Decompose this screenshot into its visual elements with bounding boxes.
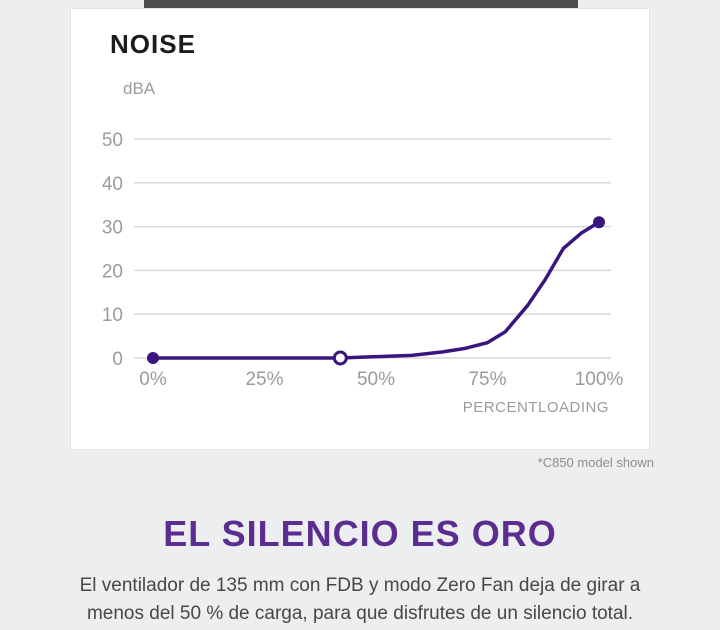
noise-chart-card: NOISE dBA 0 10 20 30 40 50 0% 25% 50% 75% 100% PER… xyxy=(70,8,650,450)
y-tick-label: 10 xyxy=(102,305,123,326)
y-tick-label: 40 xyxy=(102,174,123,195)
x-tick-label: 75% xyxy=(468,369,506,390)
model-caption: *C850 model shown xyxy=(537,455,654,470)
filled-marker xyxy=(147,352,159,364)
noise-line-chart: 0 10 20 30 40 50 0% 25% 50% 75% 100% xyxy=(102,130,624,390)
y-axis-label: dBA xyxy=(123,79,156,98)
description-line-1: El ventilador de 135 mm con FDB y modo Z… xyxy=(79,575,641,596)
description-line-2: menos del 50 % de carga, para que disfru… xyxy=(86,603,634,624)
x-tick-label: 50% xyxy=(357,369,395,390)
page-title: EL SILENCIO ES ORO xyxy=(163,513,557,554)
x-tick-label: 100% xyxy=(575,369,624,390)
description-text: El ventilador de 135 mm con FDB y modo Z… xyxy=(0,572,720,628)
filled-marker xyxy=(593,216,605,229)
open-marker xyxy=(332,350,348,366)
top-crop-strip xyxy=(144,0,578,8)
noise-line xyxy=(151,220,601,360)
y-tick-label: 0 xyxy=(112,349,123,370)
y-tick-label: 30 xyxy=(102,218,123,239)
x-tick-label: 0% xyxy=(139,369,167,390)
y-tick-label: 20 xyxy=(102,261,123,282)
chart-title: NOISE xyxy=(110,29,196,59)
x-tick-label: 25% xyxy=(245,369,283,390)
y-tick-label: 50 xyxy=(102,130,123,151)
x-axis-label: PERCENTLOADING xyxy=(462,399,609,416)
